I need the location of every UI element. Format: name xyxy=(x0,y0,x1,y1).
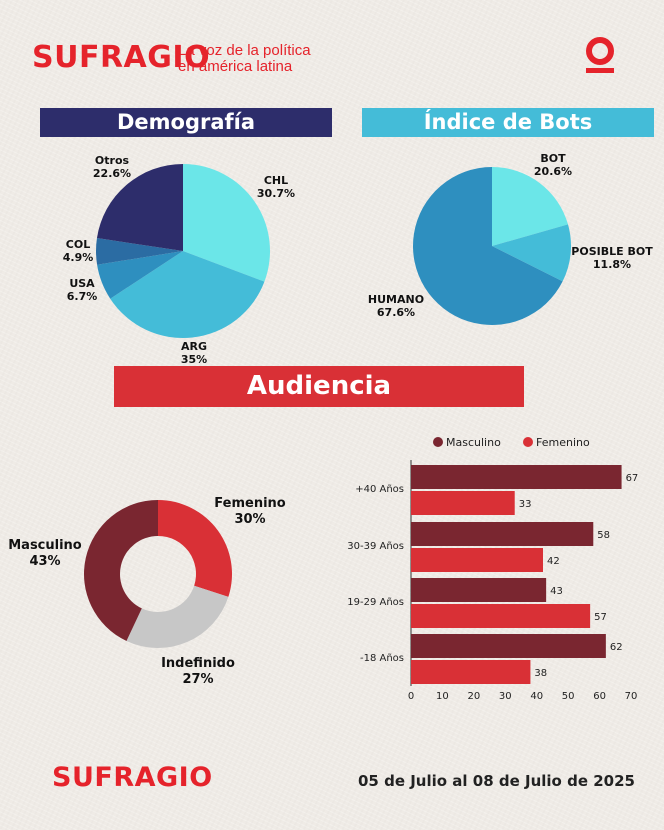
brand-logo: SUFRAGIO xyxy=(32,40,211,75)
category-label: 30-39 Años xyxy=(347,541,404,552)
aud-label-indefinido-pct: 27% xyxy=(182,672,214,687)
bots-label-bot: BOT 20.6% xyxy=(525,152,581,178)
audiencia-banner: Audiencia xyxy=(114,366,524,407)
demo-label-otros-name: Otros xyxy=(94,154,130,167)
aud-label-indefinido-name: Indefinido xyxy=(161,656,235,671)
legend-marker-masculino xyxy=(433,437,443,447)
bar-femenino xyxy=(411,548,543,572)
bots-label-posible-name: POSIBLE BOT xyxy=(571,245,653,258)
bar-value-label: 58 xyxy=(597,530,610,541)
bar-masculino xyxy=(411,522,594,546)
bar-value-label: 67 xyxy=(626,473,639,484)
category-label: -18 Años xyxy=(360,653,404,664)
demo-label-usa: USA 6.7% xyxy=(60,277,104,303)
category-label: 19-29 Años xyxy=(347,597,404,608)
aud-label-femenino-pct: 30% xyxy=(234,512,266,527)
demo-label-chl: CHL 30.7% xyxy=(248,174,304,200)
bar-value-label: 42 xyxy=(547,556,560,567)
bots-label-humano: HUMANO 67.6% xyxy=(364,293,428,319)
x-tick-label: 50 xyxy=(562,691,575,702)
legend-marker-femenino xyxy=(523,437,533,447)
tagline-line-2: en américa latina xyxy=(178,58,293,75)
demo-label-usa-pct: 6.7% xyxy=(66,290,98,303)
bots-label-humano-name: HUMANO xyxy=(367,293,425,306)
demo-label-arg-name: ARG xyxy=(180,340,207,353)
demo-label-col: COL 4.9% xyxy=(56,238,100,264)
demo-label-arg: ARG 35% xyxy=(168,340,220,366)
demografia-slice-col xyxy=(96,238,183,265)
demo-label-otros-pct: 22.6% xyxy=(92,167,132,180)
demo-label-col-name: COL xyxy=(65,238,91,251)
aud-label-indefinido: Indefinido 27% xyxy=(154,656,242,688)
o-underline-brand-icon xyxy=(584,36,616,76)
aud-label-masculino-name: Masculino xyxy=(8,538,82,553)
bots-pie xyxy=(413,167,571,325)
category-label: +40 Años xyxy=(355,484,404,495)
bar-masculino xyxy=(411,634,606,658)
bots-banner: Índice de Bots xyxy=(362,108,654,137)
demografia-slice-chl xyxy=(183,164,270,282)
bots-label-bot-pct: 20.6% xyxy=(533,165,573,178)
tagline-line-1: La voz de la política xyxy=(178,42,311,59)
demografia-pie xyxy=(96,164,270,338)
aud-label-masculino: Masculino 43% xyxy=(4,538,86,570)
bar-masculino xyxy=(411,578,547,602)
legend-label-masculino: Masculino xyxy=(446,436,501,449)
bots-label-posible-pct: 11.8% xyxy=(592,258,632,271)
bar-value-label: 57 xyxy=(594,612,607,623)
x-tick-label: 30 xyxy=(499,691,512,702)
tagline: La voz de la política en américa latina xyxy=(178,43,311,75)
footer-date-range: 05 de Julio al 08 de Julio de 2025 xyxy=(358,772,635,790)
x-tick-label: 60 xyxy=(593,691,606,702)
x-tick-label: 0 xyxy=(408,691,414,702)
bar-value-label: 33 xyxy=(519,499,532,510)
bar-value-label: 38 xyxy=(534,668,547,679)
bar-femenino xyxy=(411,491,515,515)
aud-label-masculino-pct: 43% xyxy=(29,554,61,569)
bots-label-bot-name: BOT xyxy=(540,152,566,165)
bar-femenino xyxy=(411,604,591,628)
bar-value-label: 62 xyxy=(610,642,623,653)
demo-label-usa-name: USA xyxy=(69,277,95,290)
demo-label-chl-name: CHL xyxy=(263,174,289,187)
bots-label-posible: POSIBLE BOT 11.8% xyxy=(570,245,654,271)
x-tick-label: 20 xyxy=(467,691,480,702)
demografia-slice-otros xyxy=(96,164,183,251)
bots-slice-posible-bot xyxy=(492,224,571,282)
x-tick-label: 40 xyxy=(530,691,543,702)
demo-label-col-pct: 4.9% xyxy=(62,251,94,264)
demografia-slice-usa xyxy=(97,251,183,299)
audiencia-slice-femenino xyxy=(158,500,232,597)
bar-masculino xyxy=(411,465,622,489)
demo-label-chl-pct: 30.7% xyxy=(256,187,296,200)
x-tick-label: 10 xyxy=(436,691,449,702)
audiencia-slice-indefinido xyxy=(126,585,229,648)
legend-label-femenino: Femenino xyxy=(536,436,590,449)
audiencia-donut xyxy=(83,500,232,648)
demografia-banner: Demografía xyxy=(40,108,332,137)
demo-label-arg-pct: 35% xyxy=(180,353,208,366)
bar-femenino xyxy=(411,660,531,684)
footer-brand-logo: SUFRAGIO xyxy=(52,762,213,793)
audiencia-slice-masculino xyxy=(83,500,158,641)
audiencia-bar-chart: Masculino Femenino +40 Años 67 33 30-39 Años 5… xyxy=(347,436,638,702)
aud-label-femenino: Femenino 30% xyxy=(208,496,292,528)
demografia-slice-arg xyxy=(110,251,265,338)
bots-slice-bot xyxy=(492,167,569,246)
x-tick-label: 70 xyxy=(625,691,638,702)
bots-slice-humano xyxy=(413,167,563,325)
bar-value-label: 43 xyxy=(550,586,563,597)
aud-label-femenino-name: Femenino xyxy=(214,496,286,511)
bots-label-humano-pct: 67.6% xyxy=(376,306,416,319)
demo-label-otros: Otros 22.6% xyxy=(84,154,140,180)
